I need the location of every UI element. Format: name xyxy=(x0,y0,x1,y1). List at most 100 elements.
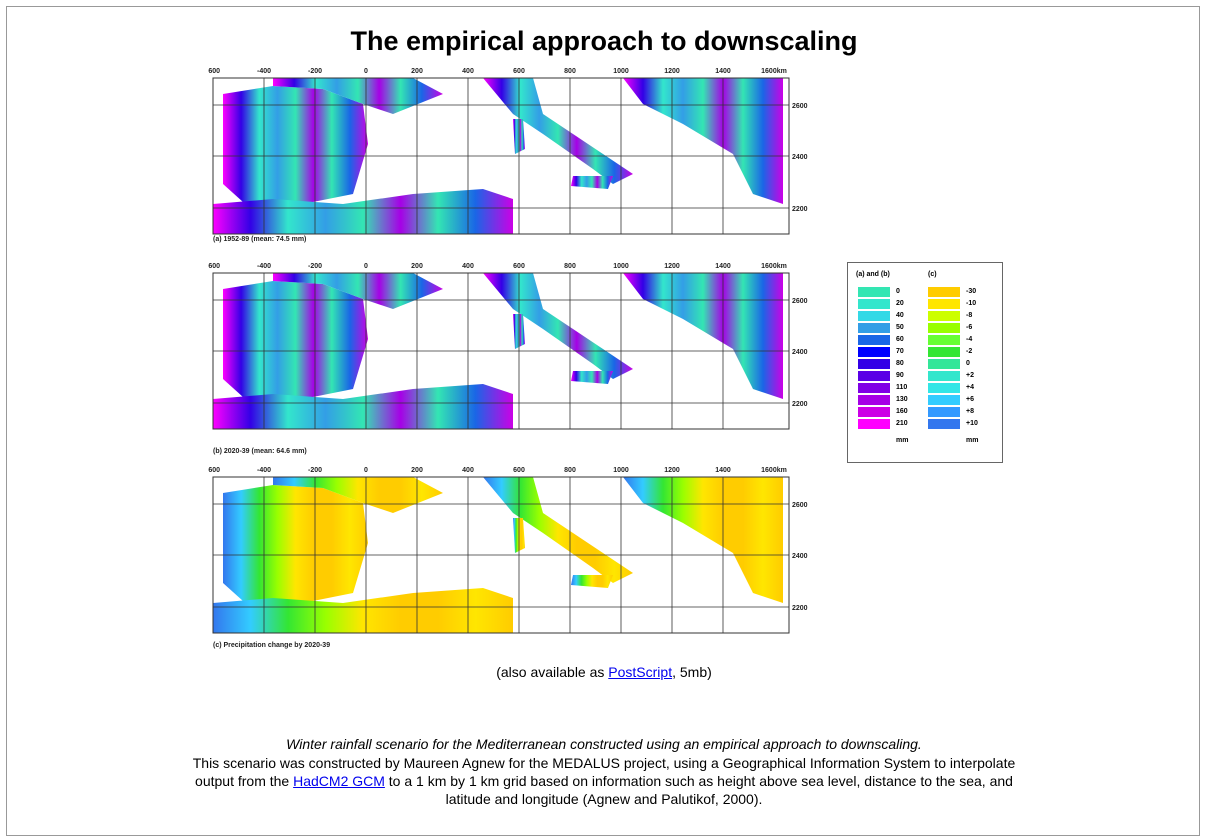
swatch xyxy=(858,335,890,345)
x-label: 800 xyxy=(564,467,576,474)
swatch xyxy=(858,383,890,393)
legend-label: 210 xyxy=(896,420,908,427)
legend-header: (c) xyxy=(928,271,937,278)
swatch xyxy=(928,371,960,381)
x-label: -600 xyxy=(208,467,220,474)
land xyxy=(483,78,633,184)
legend-label: -8 xyxy=(966,312,972,319)
swatch xyxy=(928,407,960,417)
swatch xyxy=(858,299,890,309)
legend-label: -4 xyxy=(966,336,972,343)
text: to a 1 km by 1 km grid based on informat… xyxy=(385,773,1013,807)
x-label: 400 xyxy=(462,263,474,270)
swatch xyxy=(928,287,960,297)
paragraph: This scenario was constructed by Maureen… xyxy=(190,754,1018,808)
land xyxy=(223,86,368,204)
x-label: 1000 xyxy=(613,263,629,270)
swatch xyxy=(928,359,960,369)
y-label: 2200 xyxy=(792,206,808,213)
x-label: 0 xyxy=(364,467,368,474)
legend-label: +2 xyxy=(966,372,974,379)
x-label: 1400 xyxy=(715,467,731,474)
y-label: 2600 xyxy=(792,103,808,110)
swatch xyxy=(928,383,960,393)
legend-unit: mm xyxy=(966,437,978,444)
x-label: 1000 xyxy=(613,467,629,474)
map-panel: -600-400-2000200400600800100012001400160… xyxy=(208,463,848,643)
x-label: 1200 xyxy=(664,68,680,75)
x-label: 1600km xyxy=(761,68,787,75)
legend-label: 110 xyxy=(896,384,907,391)
legend-label: +8 xyxy=(966,408,974,415)
land xyxy=(623,273,783,399)
x-label: 400 xyxy=(462,467,474,474)
y-label: 2400 xyxy=(792,349,808,356)
swatch xyxy=(858,347,890,357)
legend-label: -10 xyxy=(966,300,976,307)
text: , 5mb) xyxy=(672,664,712,680)
swatch xyxy=(928,395,960,405)
map-caption: (a) 1952-89 (mean: 74.5 mm) xyxy=(213,236,306,243)
legend: (a) and (b)020405060708090110130160210mm… xyxy=(847,262,1003,463)
swatch xyxy=(858,371,890,381)
land xyxy=(623,477,783,603)
text: (also available as xyxy=(496,664,608,680)
x-label: 0 xyxy=(364,68,368,75)
x-label: -200 xyxy=(308,68,322,75)
legend-label: -2 xyxy=(966,348,972,355)
swatch xyxy=(858,323,890,333)
legend-label: -30 xyxy=(966,288,976,295)
swatch xyxy=(928,323,960,333)
swatch xyxy=(858,359,890,369)
swatch xyxy=(858,395,890,405)
map-panel: -600-400-2000200400600800100012001400160… xyxy=(208,64,848,244)
y-label: 2600 xyxy=(792,298,808,305)
x-label: 400 xyxy=(462,68,474,75)
legend-label: +10 xyxy=(966,420,978,427)
x-label: 1200 xyxy=(664,263,680,270)
swatch xyxy=(858,311,890,321)
legend-label: 40 xyxy=(896,312,904,319)
download-line: (also available as PostScript, 5mb) xyxy=(0,664,1208,680)
x-label: 600 xyxy=(513,467,525,474)
swatch xyxy=(928,311,960,321)
land xyxy=(483,273,633,379)
x-label: 200 xyxy=(411,467,423,474)
land xyxy=(223,281,368,399)
legend-label: 0 xyxy=(966,360,970,367)
swatch xyxy=(928,335,960,345)
link[interactable]: PostScript xyxy=(608,664,672,680)
x-label: 1400 xyxy=(715,263,731,270)
legend-label: 130 xyxy=(896,396,908,403)
x-label: -600 xyxy=(208,263,220,270)
x-label: 1600km xyxy=(761,467,787,474)
legend-label: 20 xyxy=(896,300,904,307)
land xyxy=(223,485,368,603)
x-label: 1600km xyxy=(761,263,787,270)
legend-header: (a) and (b) xyxy=(856,271,890,278)
map-caption: (c) Precipitation change by 2020-39 xyxy=(213,642,330,649)
land xyxy=(623,78,783,204)
x-label: -400 xyxy=(257,263,271,270)
swatch xyxy=(928,419,960,429)
legend-label: 0 xyxy=(896,288,900,295)
land xyxy=(571,575,613,588)
x-label: -600 xyxy=(208,68,220,75)
legend-label: 160 xyxy=(896,408,908,415)
y-label: 2200 xyxy=(792,605,808,612)
legend-label: 60 xyxy=(896,336,904,343)
legend-label: +6 xyxy=(966,396,974,403)
x-label: 1200 xyxy=(664,467,680,474)
y-label: 2200 xyxy=(792,401,808,408)
y-label: 2400 xyxy=(792,154,808,161)
map-caption: (b) 2020-39 (mean: 64.6 mm) xyxy=(213,448,307,455)
y-label: 2600 xyxy=(792,502,808,509)
link[interactable]: HadCM2 GCM xyxy=(293,773,385,789)
x-label: -400 xyxy=(257,68,271,75)
x-label: 600 xyxy=(513,263,525,270)
land xyxy=(571,371,613,384)
swatch xyxy=(858,287,890,297)
land xyxy=(483,477,633,583)
x-label: -200 xyxy=(308,467,322,474)
x-label: 600 xyxy=(513,68,525,75)
